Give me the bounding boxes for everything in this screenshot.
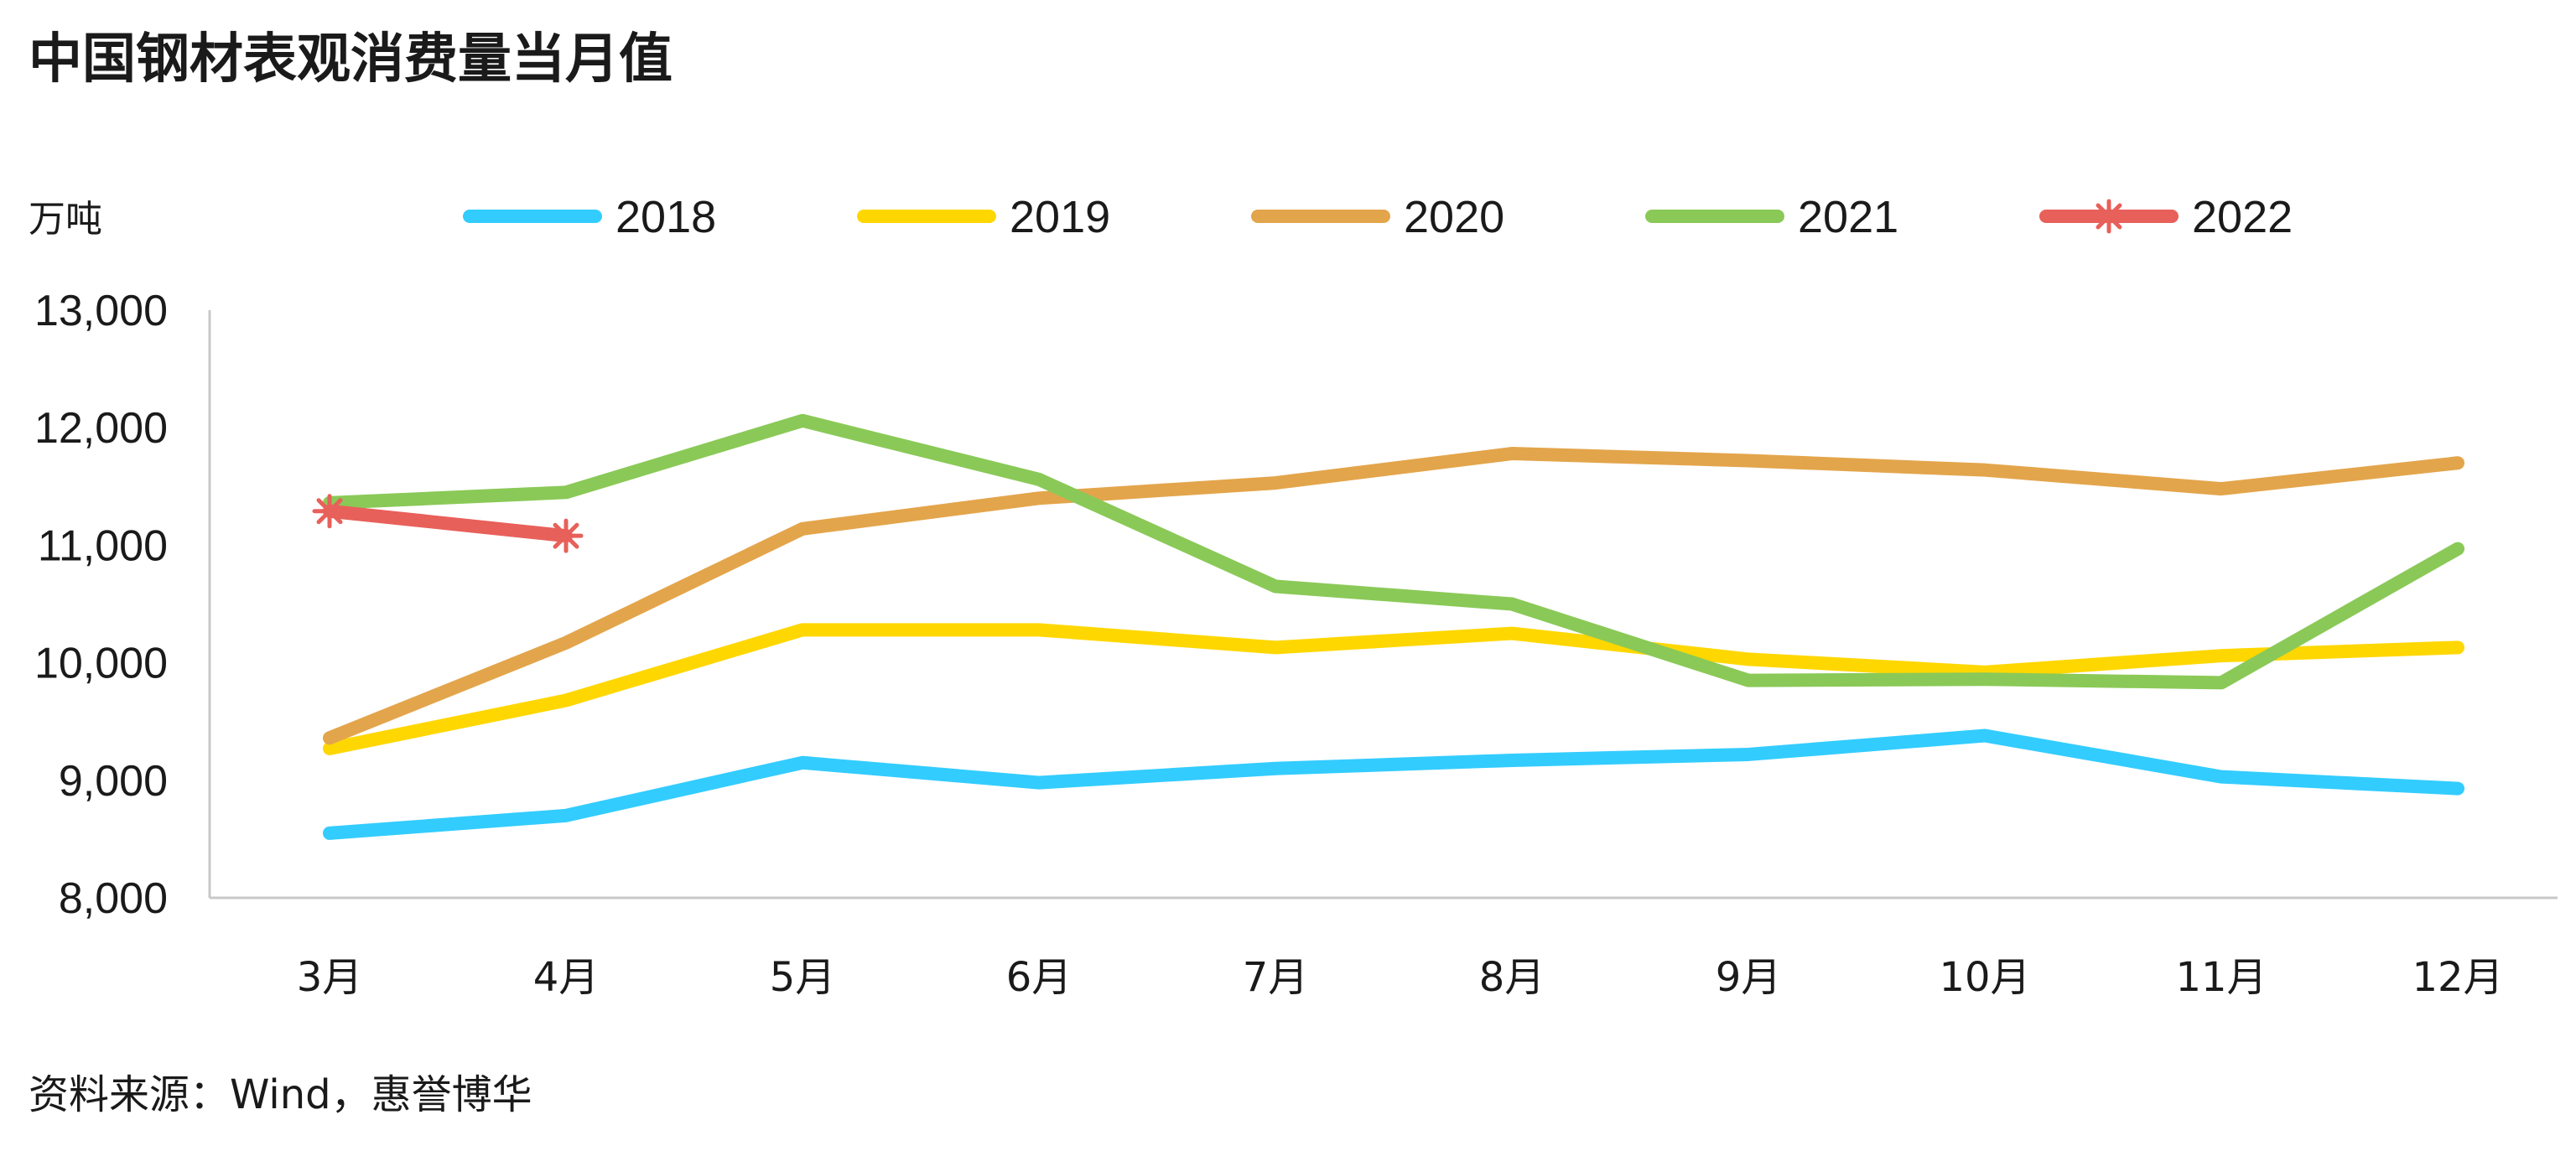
legend: 2018 2019 2020 2021 2022: [463, 192, 2293, 242]
source-note: 资料来源：Wind，惠誉博华: [29, 1071, 532, 1118]
x-tick-label-1: 3月: [297, 954, 363, 1001]
data-point-2022-2: [548, 518, 584, 553]
series-line-2018: [323, 728, 2464, 840]
y-tick-labels: 8,000 9,000 10,000 11,000 12,000 13,000: [34, 287, 168, 923]
x-tick-label-5: 7月: [1243, 954, 1309, 1001]
y-tick-label-9000: 9,000: [59, 757, 168, 806]
chart-title: 中国钢材表观消费量当月值: [29, 28, 673, 91]
series-line-2019: [323, 623, 2464, 755]
legend-label-2020: 2020: [1404, 192, 1504, 242]
x-tick-label-4: 6月: [1006, 954, 1072, 1001]
x-tick-label-7: 9月: [1716, 954, 1782, 1001]
legend-label-2019: 2019: [1010, 192, 1110, 242]
legend-label-2021: 2021: [1798, 192, 1898, 242]
series-lines: [312, 413, 2464, 840]
y-tick-label-12000: 12,000: [34, 404, 168, 453]
y-tick-label-13000: 13,000: [34, 287, 168, 335]
data-point-2022-1: [312, 494, 347, 529]
legend-item-2021: 2021: [1645, 192, 1898, 242]
legend-item-2018: 2018: [463, 192, 716, 242]
series-line-2022: [323, 504, 573, 543]
legend-item-2019: 2019: [857, 192, 1110, 242]
x-tick-label-3: 5月: [770, 954, 836, 1001]
x-tick-label-9: 11月: [2175, 954, 2267, 1001]
y-tick-label-10000: 10,000: [34, 640, 168, 688]
x-tick-label-6: 8月: [1479, 954, 1545, 1001]
x-tick-label-8: 10月: [1939, 954, 2030, 1001]
legend-item-2022: 2022: [2039, 192, 2293, 242]
y-tick-label-8000: 8,000: [59, 874, 168, 923]
x-tick-labels: 3月 4月 5月 6月 7月 8月 9月 10月 11月 12月: [297, 954, 2504, 1001]
series-line-2021: [323, 413, 2464, 690]
legend-label-2022: 2022: [2192, 192, 2293, 242]
legend-label-2018: 2018: [615, 192, 716, 242]
legend-marker-2022: [2091, 199, 2127, 234]
x-tick-label-2: 4月: [533, 954, 600, 1001]
series-line-2020: [323, 447, 2464, 745]
y-tick-label-11000: 11,000: [38, 521, 168, 570]
legend-item-2020: 2020: [1251, 192, 1504, 242]
x-tick-label-10: 12月: [2412, 954, 2503, 1001]
y-axis-unit-label: 万吨: [29, 198, 102, 241]
